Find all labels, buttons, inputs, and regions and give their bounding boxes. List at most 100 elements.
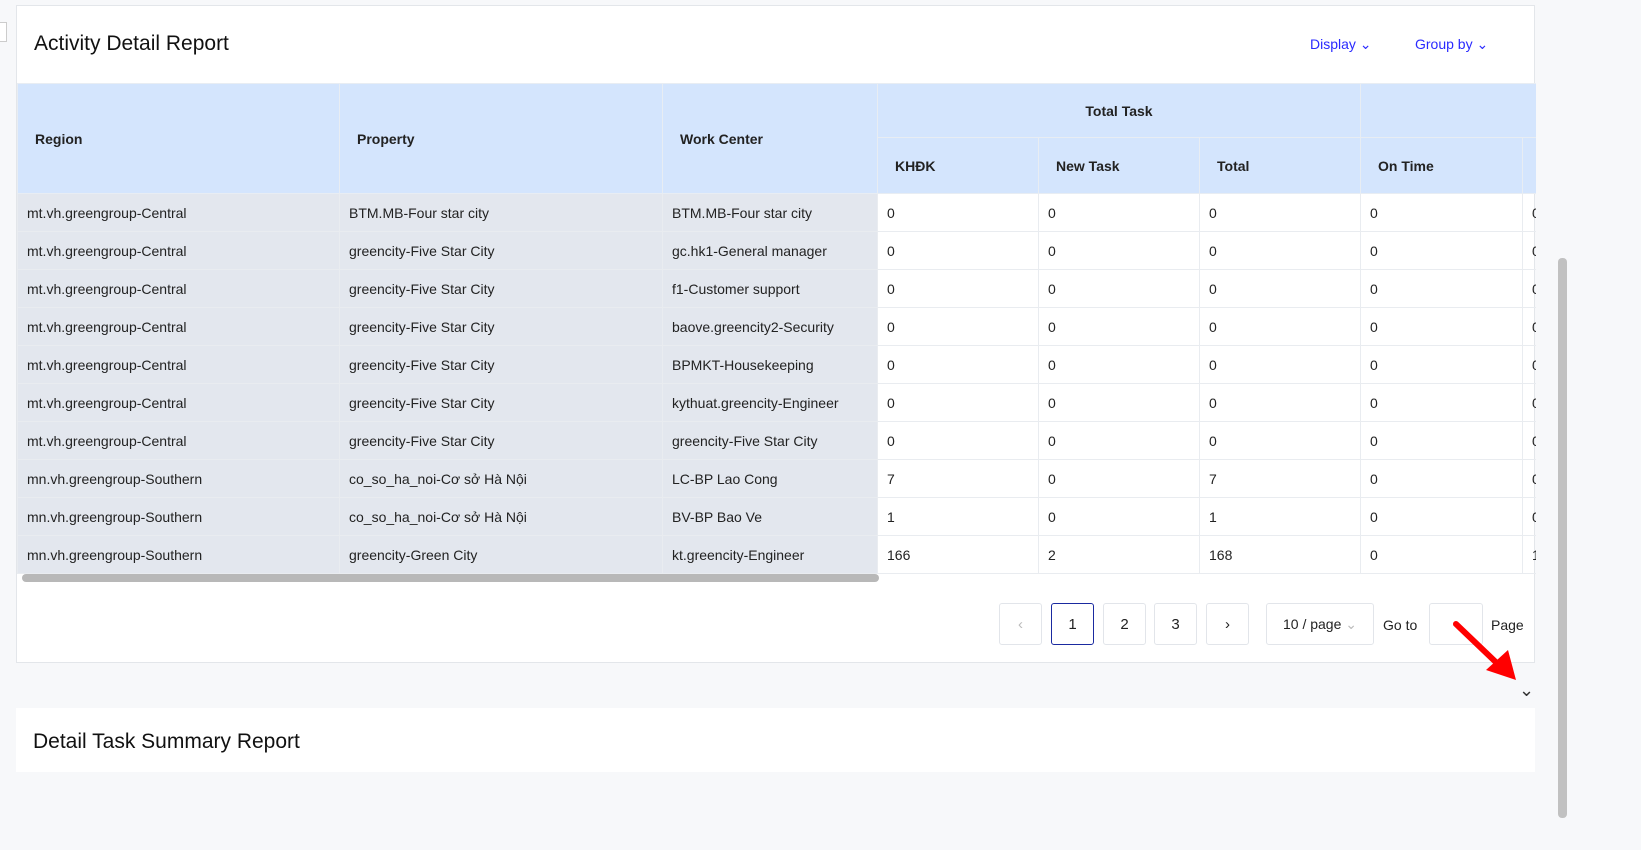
- table-cell: 0: [1360, 345, 1524, 384]
- col-khdk: KHĐK: [877, 137, 1039, 194]
- table-cell: BV-BP Bao Ve: [662, 497, 878, 536]
- col-total-task: Total Task: [876, 83, 1362, 138]
- table-cell: 0: [1038, 269, 1200, 308]
- col-work-center: Work Center: [662, 83, 878, 194]
- table-row: mn.vh.greengroup-Southern co_so_ha_noi-Cơ…: [17, 497, 1536, 536]
- side-toggle-icon[interactable]: [0, 22, 7, 42]
- table-cell: greencity-Green City: [339, 535, 663, 574]
- table-cell: 0: [877, 193, 1039, 232]
- table-cell: mt.vh.greengroup-Central: [17, 193, 340, 232]
- horizontal-scrollbar[interactable]: [22, 574, 879, 582]
- table-cell: mt.vh.greengroup-Central: [17, 269, 340, 308]
- page-3-button[interactable]: 3: [1154, 603, 1197, 645]
- table-cell: 168: [1198, 535, 1362, 574]
- chevron-down-icon: ⌄: [1476, 36, 1489, 52]
- col-property: Property: [339, 83, 663, 194]
- table-cell: 0: [877, 345, 1039, 384]
- table-row: mt.vh.greengroup-Central greencity-Five S…: [17, 383, 1536, 422]
- table-cell: mn.vh.greengroup-Southern: [17, 535, 340, 574]
- table-cell: 0: [1198, 307, 1362, 346]
- table-cell: mt.vh.greengroup-Central: [17, 345, 340, 384]
- table-cell: 0: [1522, 383, 1536, 422]
- table-cell: LC-BP Lao Cong: [662, 459, 878, 498]
- red-arrow-annotation-icon: [1453, 621, 1516, 680]
- table-cell: 0: [877, 231, 1039, 270]
- table-cell: greencity-Five Star City: [339, 421, 663, 460]
- table-cell: 0: [877, 383, 1039, 422]
- display-label: Display: [1310, 36, 1356, 52]
- page-2-button[interactable]: 2: [1103, 603, 1146, 645]
- col-on-time: On Time: [1360, 137, 1524, 194]
- table-row: mt.vh.greengroup-Central BTM.MB-Four star…: [17, 193, 1536, 232]
- table-cell: 0: [1522, 193, 1536, 232]
- prev-page-button[interactable]: ‹: [999, 603, 1042, 645]
- report-title: Activity Detail Report: [34, 32, 229, 55]
- table-cell: 0: [1360, 193, 1524, 232]
- page-size-select[interactable]: 10 / page ⌄: [1266, 603, 1374, 645]
- table-cell: 0: [1522, 421, 1536, 460]
- page-label: Page: [1491, 617, 1524, 633]
- table-cell: 0: [1198, 383, 1362, 422]
- table-cell: 0: [1522, 307, 1536, 346]
- table-cell: f1-Customer support: [662, 269, 878, 308]
- col-new-task: New Task: [1038, 137, 1200, 194]
- table-cell: 1: [1522, 535, 1536, 574]
- table-cell: 0: [877, 307, 1039, 346]
- detail-task-summary-card: Detail Task Summary Report: [16, 708, 1535, 772]
- table-row: mt.vh.greengroup-Central greencity-Five S…: [17, 231, 1536, 270]
- table-cell: kt.greencity-Engineer: [662, 535, 878, 574]
- table-row: mt.vh.greengroup-Central greencity-Five S…: [17, 421, 1536, 460]
- table-cell: 0: [1198, 421, 1362, 460]
- table-cell: mn.vh.greengroup-Southern: [17, 497, 340, 536]
- table-cell: 1: [877, 497, 1039, 536]
- table-cell: mt.vh.greengroup-Central: [17, 307, 340, 346]
- table-cell: greencity-Five Star City: [339, 307, 663, 346]
- display-dropdown[interactable]: Display ⌄: [1310, 36, 1372, 53]
- table-cell: 7: [1198, 459, 1362, 498]
- group-by-label: Group by: [1415, 36, 1473, 52]
- table-cell: greencity-Five Star City: [339, 231, 663, 270]
- table-cell: mt.vh.greengroup-Central: [17, 383, 340, 422]
- table-cell: gc.hk1-General manager: [662, 231, 878, 270]
- table-cell: greencity-Five Star City: [339, 383, 663, 422]
- table-cell: 0: [1360, 497, 1524, 536]
- table-cell: 0: [1198, 231, 1362, 270]
- table-cell: 0: [1038, 459, 1200, 498]
- table-cell: kythuat.greencity-Engineer: [662, 383, 878, 422]
- col-region: Region: [17, 83, 340, 194]
- table-cell: 0: [877, 269, 1039, 308]
- group-by-dropdown[interactable]: Group by ⌄: [1415, 36, 1488, 53]
- table-cell: greencity-Five Star City: [339, 269, 663, 308]
- col-group-next: [1360, 83, 1536, 138]
- next-page-button[interactable]: ›: [1206, 603, 1249, 645]
- table-cell: 0: [1038, 231, 1200, 270]
- table-cell: 7: [877, 459, 1039, 498]
- table-row: mt.vh.greengroup-Central greencity-Five S…: [17, 269, 1536, 308]
- table-row: mn.vh.greengroup-Southern co_so_ha_noi-Cơ…: [17, 459, 1536, 498]
- report-title: Detail Task Summary Report: [33, 730, 300, 753]
- table-cell: 0: [1038, 307, 1200, 346]
- goto-label: Go to: [1383, 617, 1418, 633]
- table-cell: 0: [1198, 193, 1362, 232]
- table-cell: 0: [1522, 269, 1536, 308]
- page-1-button[interactable]: 1: [1051, 603, 1094, 645]
- table-cell: baove.greencity2-Security: [662, 307, 878, 346]
- table-cell: greencity-Five Star City: [339, 345, 663, 384]
- table-cell: mn.vh.greengroup-Southern: [17, 459, 340, 498]
- table-cell: 0: [1522, 497, 1536, 536]
- table-cell: 0: [877, 421, 1039, 460]
- table-cell: 0: [1360, 383, 1524, 422]
- expand-chevron-icon[interactable]: ⌄: [1519, 680, 1535, 700]
- vertical-scrollbar[interactable]: [1558, 258, 1567, 818]
- table-row: mt.vh.greengroup-Central greencity-Five S…: [17, 345, 1536, 384]
- table-cell: 0: [1360, 231, 1524, 270]
- table-cell: BTM.MB-Four star city: [339, 193, 663, 232]
- table-cell: 2: [1038, 535, 1200, 574]
- chevron-down-icon: ⌄: [1345, 615, 1357, 632]
- table-cell: mt.vh.greengroup-Central: [17, 421, 340, 460]
- table-cell: 1: [1198, 497, 1362, 536]
- activity-detail-report-card: Activity Detail Report Display ⌄ Group b…: [16, 5, 1536, 663]
- table-cell: 166: [877, 535, 1039, 574]
- table-cell: 0: [1198, 345, 1362, 384]
- col-next: [1522, 137, 1536, 194]
